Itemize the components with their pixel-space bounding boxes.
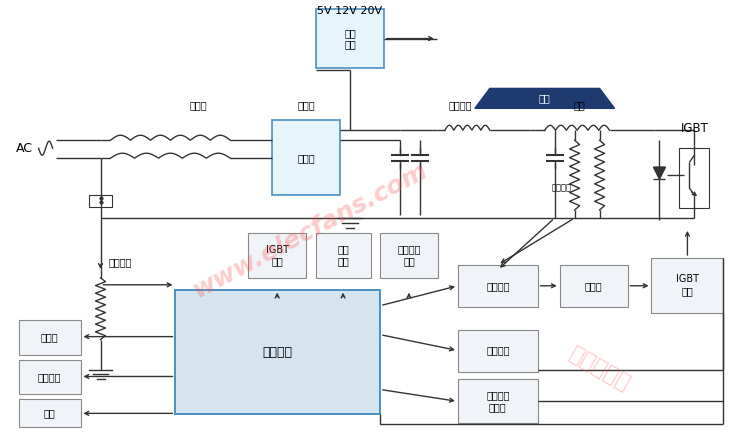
- FancyBboxPatch shape: [19, 359, 80, 394]
- Text: 锅具
温度: 锅具 温度: [338, 245, 350, 266]
- Text: IGBT
温度: IGBT 温度: [266, 245, 289, 266]
- Text: IGBT
驱动: IGBT 驱动: [676, 275, 699, 296]
- FancyBboxPatch shape: [458, 265, 538, 307]
- FancyBboxPatch shape: [458, 379, 538, 423]
- FancyBboxPatch shape: [458, 330, 538, 372]
- FancyBboxPatch shape: [272, 120, 340, 195]
- FancyBboxPatch shape: [380, 233, 438, 278]
- Text: 蜂鸣器: 蜂鸣器: [40, 332, 58, 342]
- FancyBboxPatch shape: [316, 9, 384, 68]
- FancyBboxPatch shape: [176, 290, 380, 414]
- Text: 电流负反
馈控制: 电流负反 馈控制: [486, 391, 509, 412]
- Text: 5V 12V 20V: 5V 12V 20V: [317, 6, 382, 16]
- Text: 谐振电容: 谐振电容: [552, 184, 572, 193]
- Bar: [88, 195, 112, 207]
- Text: AC: AC: [16, 142, 33, 155]
- Bar: [680, 148, 710, 208]
- FancyBboxPatch shape: [19, 399, 80, 427]
- Text: www.elecfans.com: www.elecfans.com: [188, 158, 432, 302]
- Text: 整流器: 整流器: [297, 153, 315, 163]
- Text: 同步检测: 同步检测: [486, 281, 509, 291]
- Text: 过压保护: 过压保护: [486, 346, 509, 355]
- Text: 线盘: 线盘: [574, 100, 586, 110]
- Text: 锅具: 锅具: [538, 94, 550, 103]
- Polygon shape: [653, 167, 665, 179]
- FancyBboxPatch shape: [248, 233, 306, 278]
- FancyBboxPatch shape: [560, 265, 628, 307]
- Text: 滤波电感: 滤波电感: [448, 100, 472, 110]
- Text: 过流圈: 过流圈: [190, 100, 207, 110]
- Text: 振荡器: 振荡器: [585, 281, 602, 291]
- Text: 风扇: 风扇: [44, 408, 55, 418]
- Polygon shape: [475, 88, 614, 108]
- Text: IGBT: IGBT: [680, 122, 708, 135]
- Text: 电子发烧友: 电子发烧友: [566, 344, 634, 395]
- Text: 整流器: 整流器: [297, 100, 315, 110]
- Text: 低压
电源: 低压 电源: [344, 28, 356, 49]
- FancyBboxPatch shape: [652, 258, 723, 313]
- FancyBboxPatch shape: [316, 233, 371, 278]
- Text: 电流采样: 电流采样: [109, 257, 132, 267]
- Text: 电网电压
采样: 电网电压 采样: [398, 245, 421, 266]
- Text: 键盘显示: 键盘显示: [38, 372, 62, 382]
- Text: 主控制器: 主控制器: [262, 346, 292, 359]
- FancyBboxPatch shape: [19, 320, 80, 355]
